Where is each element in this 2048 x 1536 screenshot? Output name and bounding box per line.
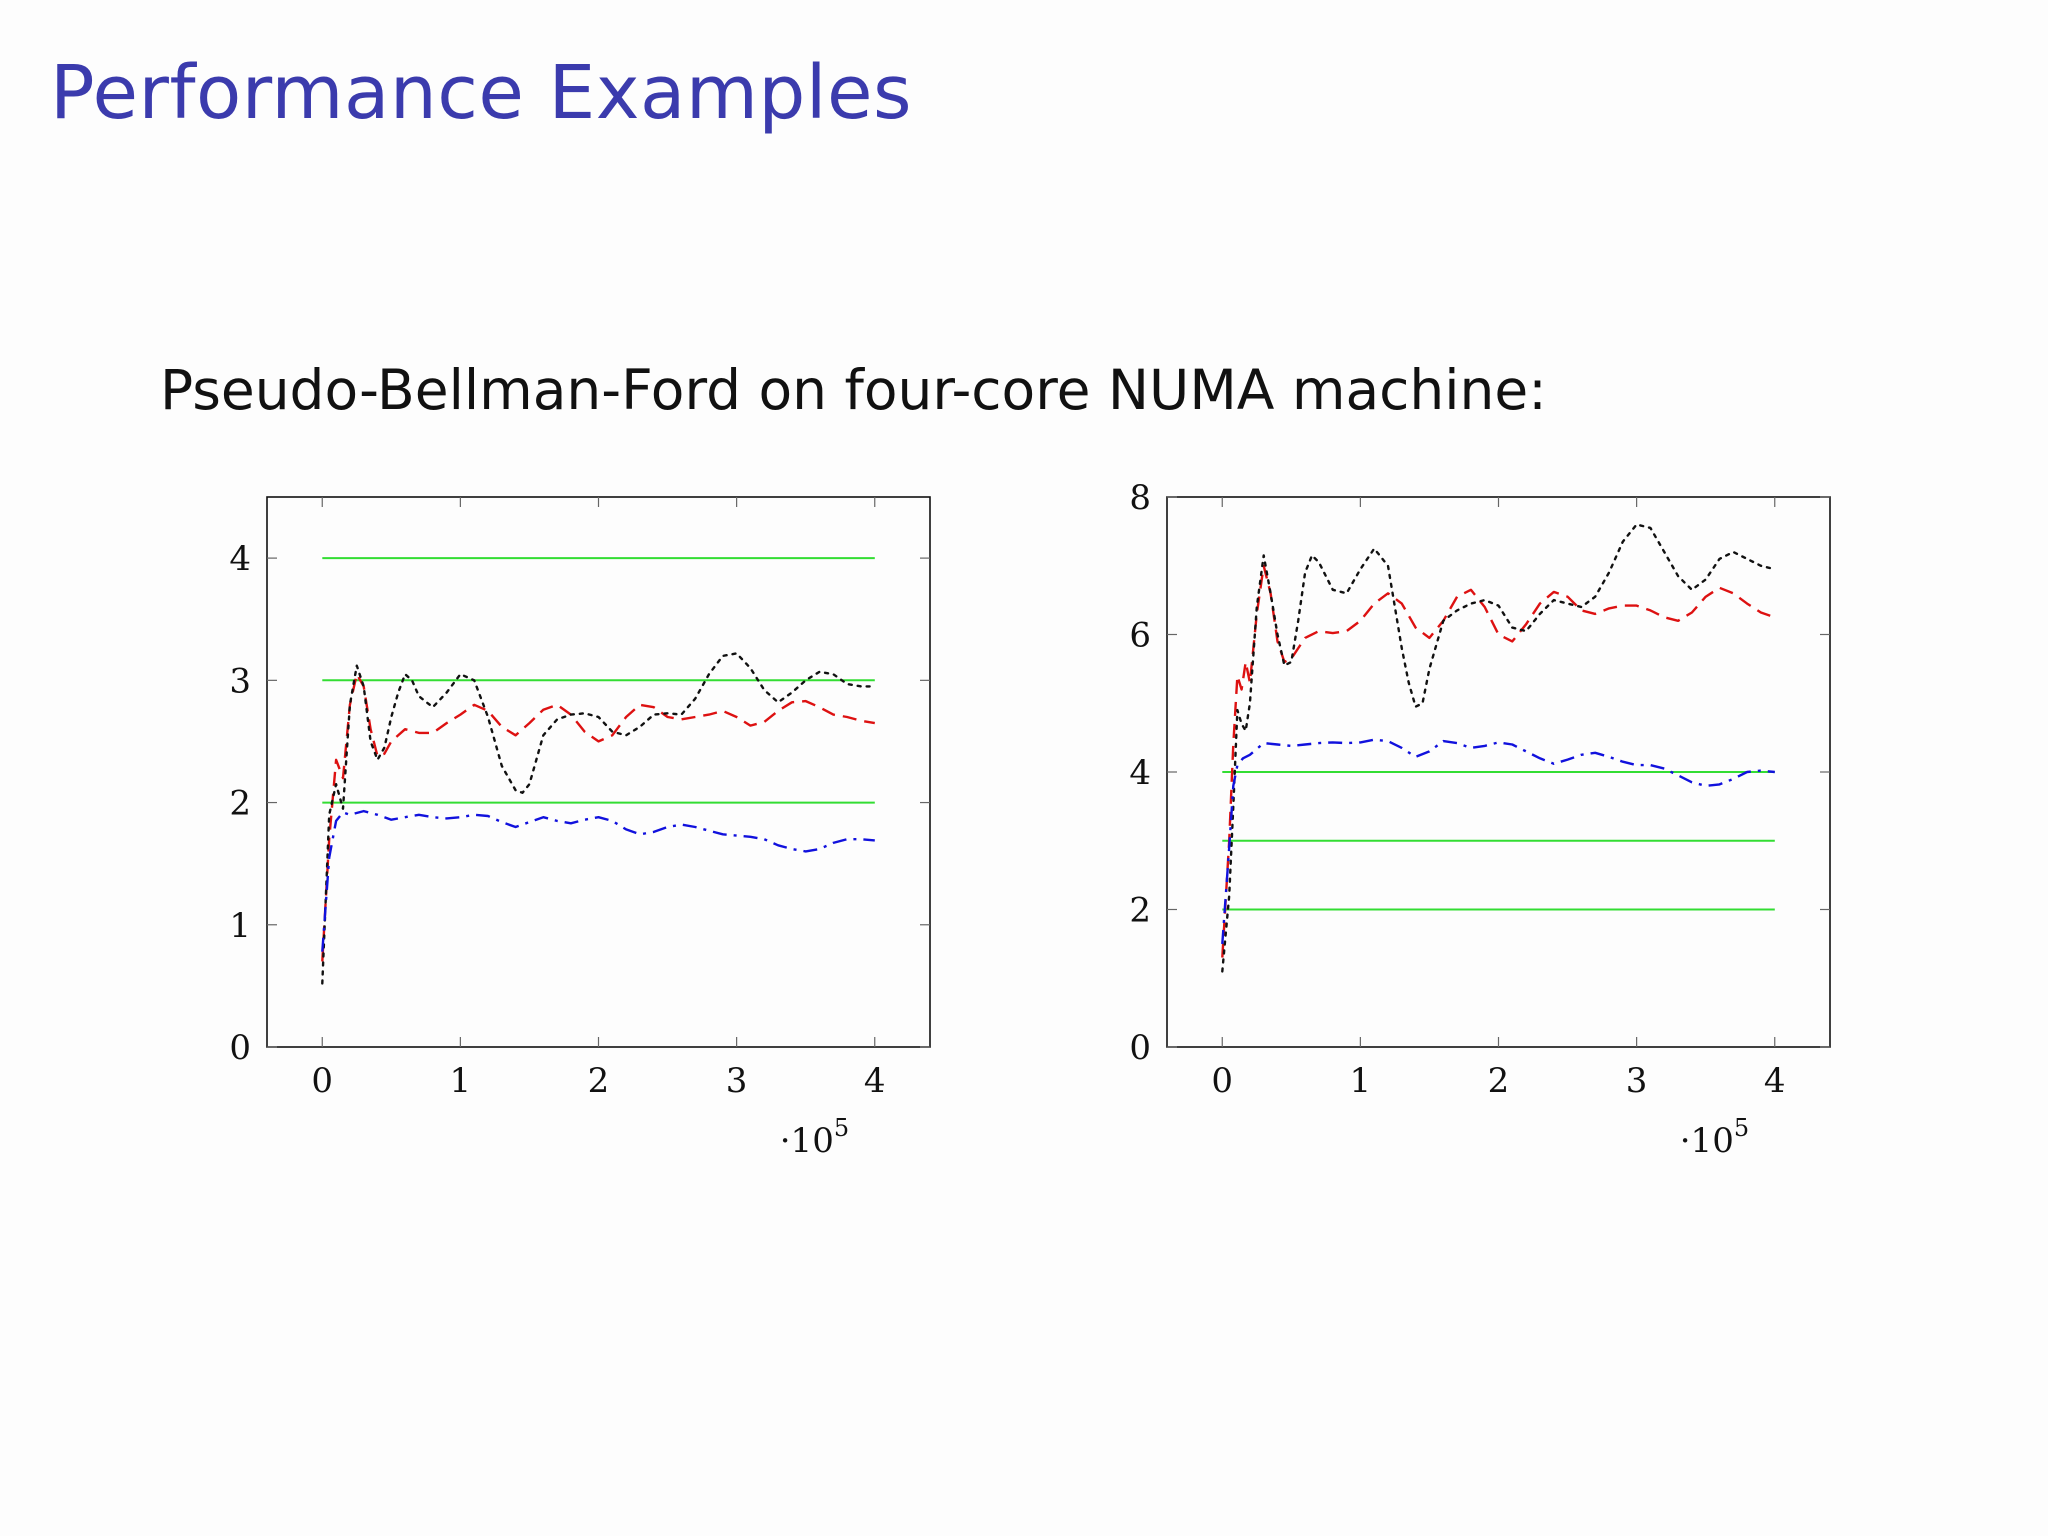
- x-tick-label: 0: [1211, 1061, 1233, 1101]
- series-line-dashed: [1221, 564, 1776, 958]
- x-tick-label: 2: [1488, 1061, 1510, 1101]
- y-tick-label: 6: [1129, 616, 1151, 656]
- y-tick-label: 3: [229, 661, 251, 701]
- x-tick-label: 4: [864, 1061, 886, 1101]
- y-tick-label: 0: [229, 1028, 251, 1068]
- x-axis-multiplier: ·105: [780, 1114, 849, 1161]
- slide-title: Performance Examples: [50, 50, 913, 136]
- y-tick-label: 4: [229, 539, 251, 579]
- y-tick-label: 2: [1129, 891, 1151, 931]
- x-tick-label: 3: [1626, 1061, 1648, 1101]
- series-line-dashdot: [1221, 738, 1775, 944]
- x-tick-label: 2: [588, 1061, 610, 1101]
- y-tick-label: 4: [1129, 753, 1151, 793]
- x-axis-multiplier: ·105: [1680, 1114, 1749, 1161]
- x-tick-label: 4: [1764, 1061, 1786, 1101]
- x-tick-label: 1: [450, 1061, 472, 1101]
- x-tick-label: 0: [311, 1061, 333, 1101]
- series-line-dotted: [321, 652, 876, 985]
- slide-subtitle: Pseudo-Bellman-Ford on four-core NUMA ma…: [160, 358, 1547, 422]
- y-tick-label: 1: [229, 906, 251, 946]
- x-tick-label: 1: [1350, 1061, 1372, 1101]
- x-tick-label: 3: [726, 1061, 748, 1101]
- y-tick-label: 2: [229, 784, 251, 824]
- y-tick-label: 0: [1129, 1028, 1151, 1068]
- series-line-dotted: [1221, 523, 1777, 973]
- series-line-dashed: [321, 673, 876, 962]
- series-line-dashdot: [321, 809, 875, 952]
- y-tick-label: 8: [1129, 478, 1151, 518]
